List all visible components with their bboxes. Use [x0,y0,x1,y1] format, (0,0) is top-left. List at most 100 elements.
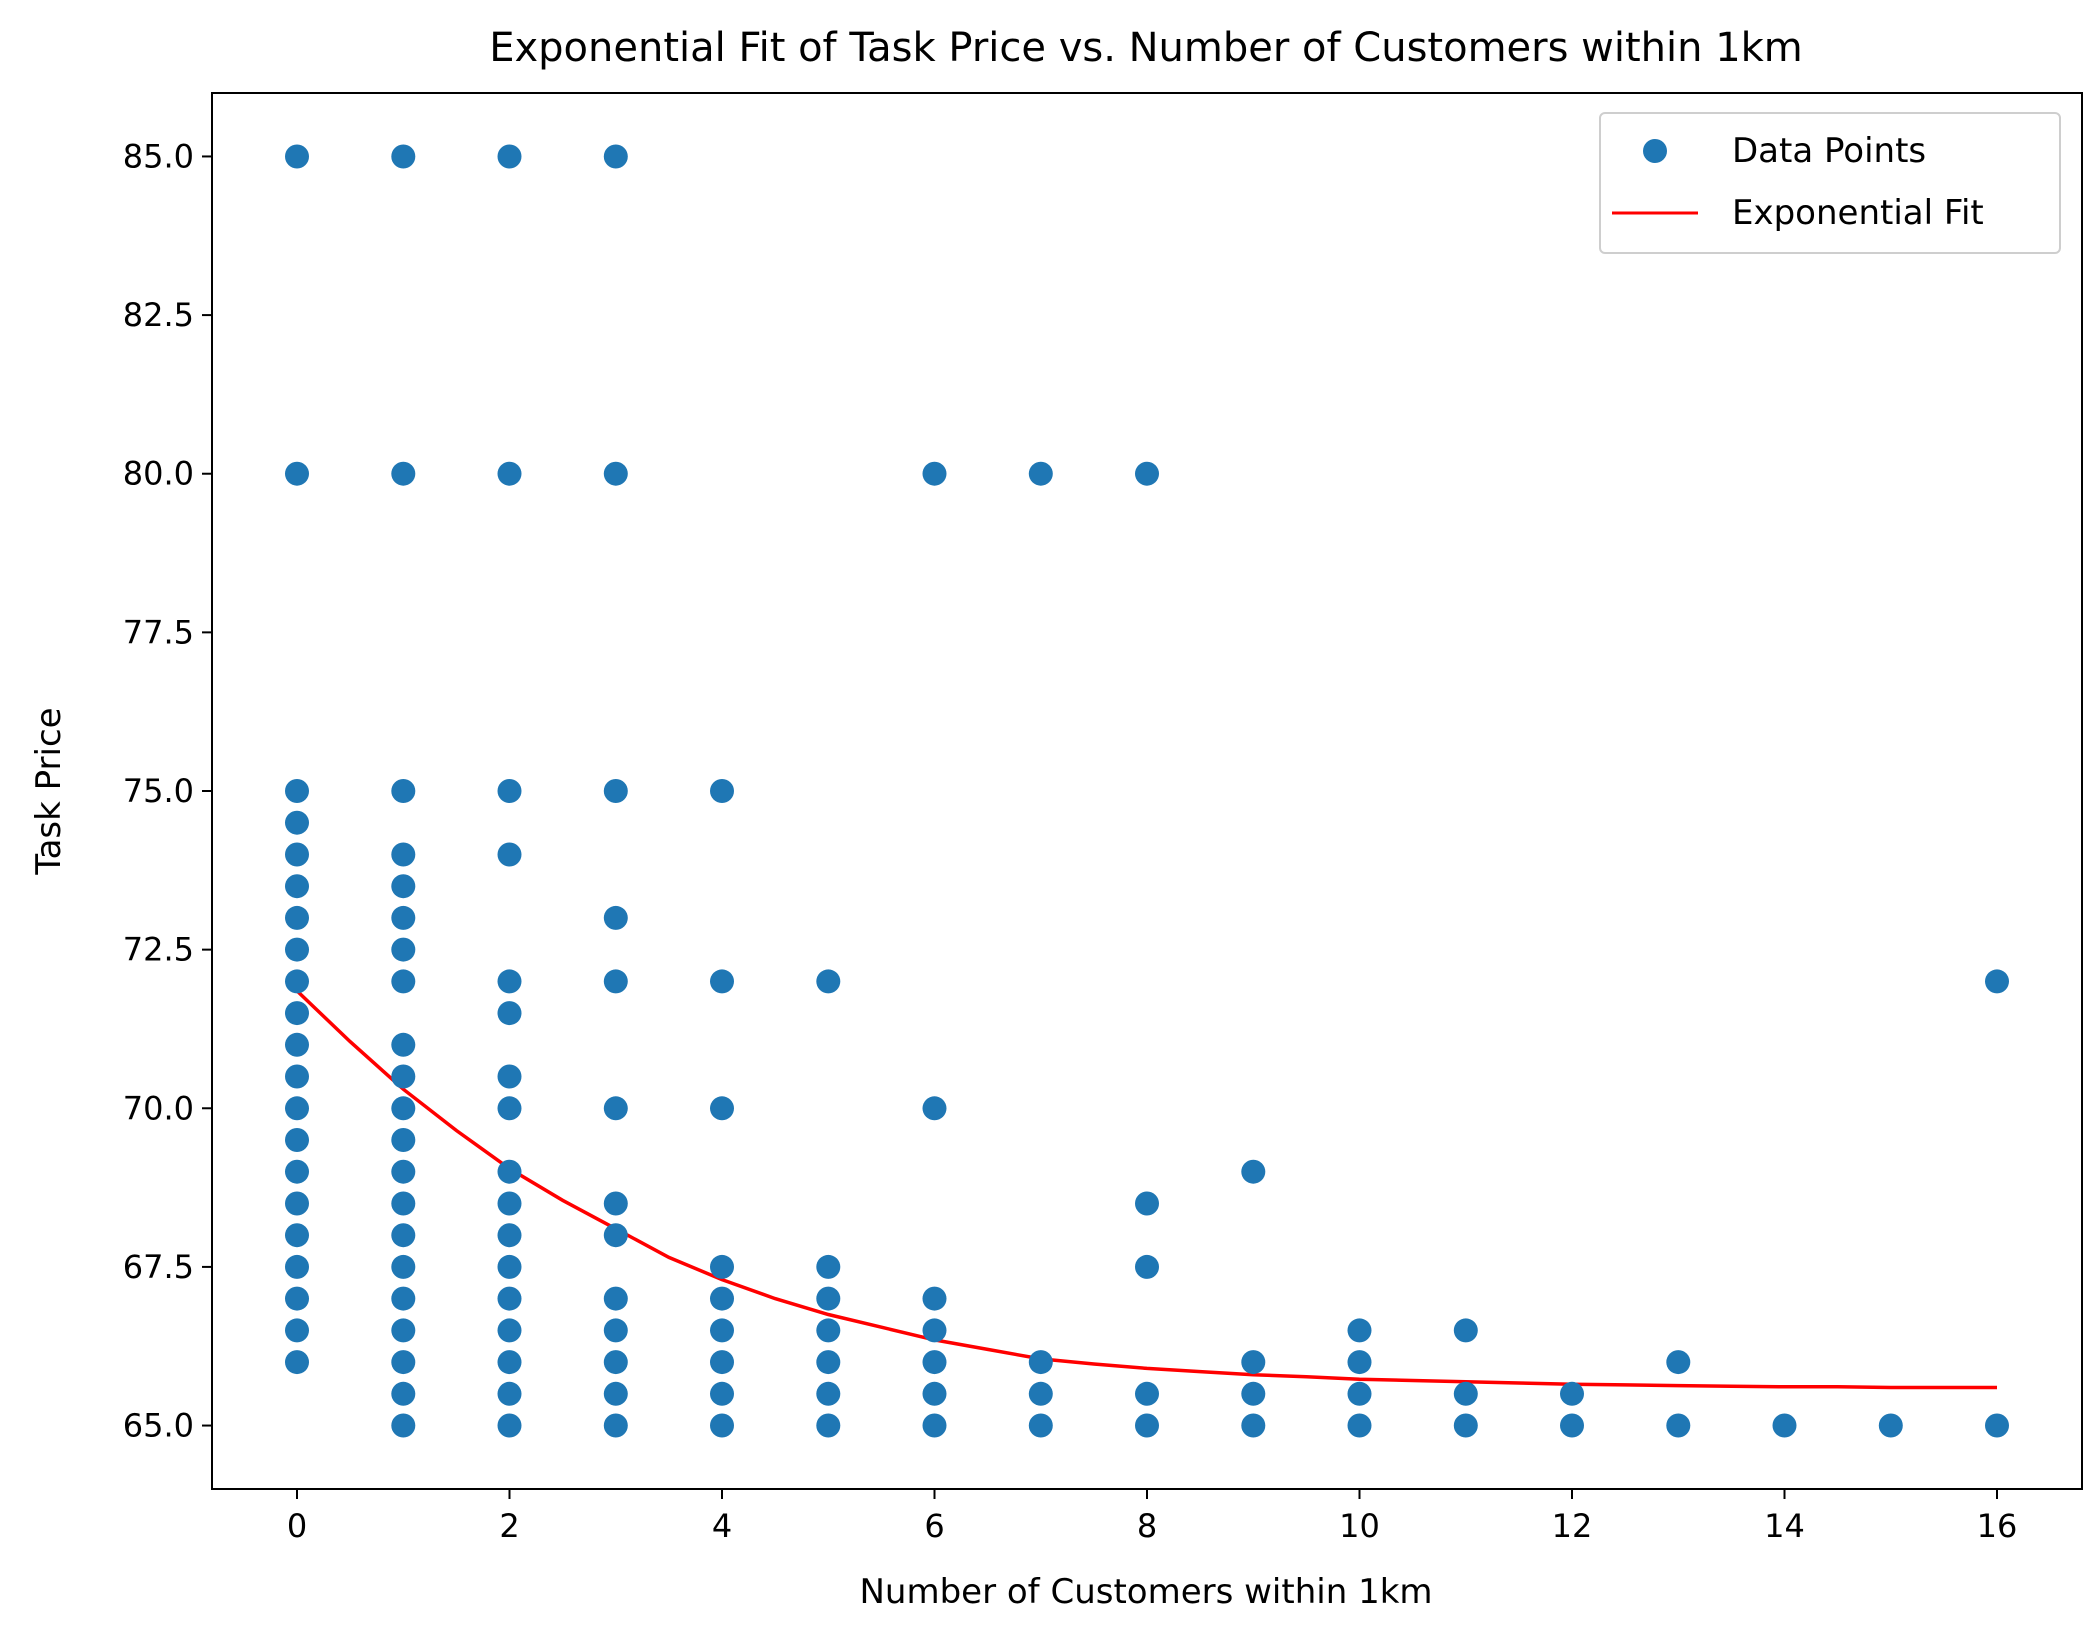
data-point [391,1318,416,1343]
data-point [391,1064,416,1089]
legend: Data Points Exponential Fit [1599,112,2061,254]
data-point [285,1032,309,1057]
y-tick-label: 77.5 [123,613,194,651]
data-point [603,905,628,930]
data-point [1135,1413,1159,1438]
data-point [391,969,416,994]
data-point [497,779,522,803]
y-tick-label: 75.0 [123,772,194,810]
data-point [1135,1254,1159,1279]
data-point [816,1254,841,1279]
data-point [285,969,309,994]
data-point [1028,1350,1053,1375]
x-tick-label: 14 [1764,1507,1805,1545]
data-point [497,1381,522,1406]
data-point [710,1413,734,1438]
data-point [710,1286,734,1311]
data-point [285,779,309,803]
data-point [1666,1350,1691,1375]
data-point [603,779,628,803]
x-axis-ticks: 0 2 4 6 8 10 12 14 16 [287,1489,2018,1545]
data-point [285,461,309,486]
x-tick-label: 8 [1137,1507,1157,1545]
y-tick-label: 80.0 [123,455,194,493]
data-point [285,1254,309,1279]
x-tick-label: 10 [1339,1507,1380,1545]
x-tick-label: 0 [287,1507,307,1545]
data-point [391,937,416,962]
data-point [1135,461,1159,486]
data-point [816,969,841,994]
data-point [603,1413,628,1438]
data-point [391,461,416,486]
legend-box [1599,112,2061,254]
data-point [922,1096,947,1121]
data-point [1241,1381,1266,1406]
data-point [285,1191,309,1216]
data-point [816,1286,841,1311]
data-point [285,1318,309,1343]
data-point [285,842,309,867]
data-point [497,1286,522,1311]
data-point [710,1350,734,1375]
data-point [816,1381,841,1406]
x-axis-label: Number of Customers within 1km [859,1572,1432,1612]
data-point [391,1223,416,1248]
data-point [391,874,416,899]
data-point [391,1128,416,1152]
data-point [391,1032,416,1057]
data-point [922,1413,947,1438]
data-point [497,1064,522,1089]
data-point [816,1350,841,1375]
data-point [922,1381,947,1406]
data-point [603,1381,628,1406]
data-point [603,1286,628,1311]
data-point [1241,1350,1266,1375]
data-point [603,969,628,994]
y-axis-ticks: 65.0 67.5 70.0 72.5 75.0 77.5 80.0 82.5 85.0 [123,137,212,1445]
data-point [497,969,522,994]
data-point [710,1318,734,1343]
data-point [391,1191,416,1216]
data-point [497,1254,522,1279]
data-points-layer [285,144,2009,1438]
y-tick-label: 70.0 [123,1089,194,1127]
data-point [922,461,947,486]
data-point [1028,1413,1053,1438]
data-point [497,144,522,169]
x-tick-label: 16 [1977,1507,2018,1545]
data-point [497,1096,522,1121]
data-point [922,1350,947,1375]
legend-label-data-points: Data Points [1732,131,1926,171]
data-point [1985,969,2009,994]
data-point [391,1254,416,1279]
chart-title: Exponential Fit of Task Price vs. Number… [489,25,1803,71]
data-point [1347,1350,1372,1375]
data-point [1135,1381,1159,1406]
data-point [285,1128,309,1152]
data-point [285,1159,309,1184]
data-point [285,1350,309,1375]
data-point [1347,1413,1372,1438]
data-point [603,144,628,169]
data-point [1347,1318,1372,1343]
exponential-fit-line [295,989,1997,1390]
data-point [391,1159,416,1184]
data-point [285,1223,309,1248]
plot-area [211,92,2083,1490]
legend-marker-data-points [1643,139,1667,163]
data-point [391,1381,416,1406]
data-point [816,1413,841,1438]
data-point [1135,1191,1159,1216]
data-point [603,1350,628,1375]
data-point [710,1254,734,1279]
data-point [285,1096,309,1121]
data-point [1560,1413,1584,1438]
data-point [922,1318,947,1343]
data-point [603,1318,628,1343]
data-point [1666,1413,1691,1438]
data-point [391,905,416,930]
data-point [391,1350,416,1375]
x-tick-label: 2 [499,1507,519,1545]
data-point [391,1286,416,1311]
